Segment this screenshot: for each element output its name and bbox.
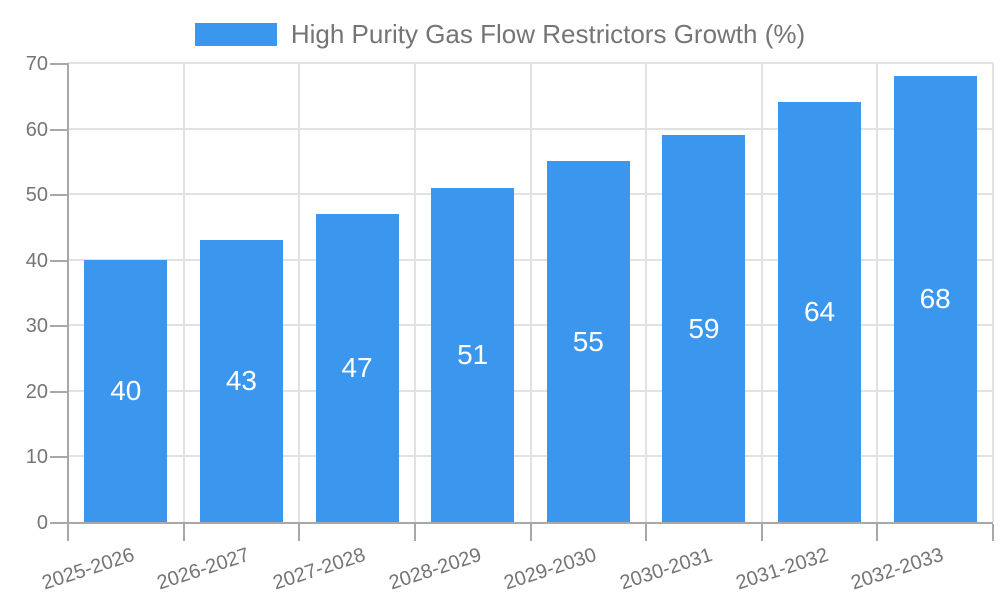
y-tick-mark — [50, 522, 67, 524]
y-tick-label: 70 — [25, 53, 48, 75]
bar-value-label: 59 — [688, 312, 720, 344]
bar-2029-2030[interactable]: 55 — [546, 161, 630, 522]
x-axis-line — [67, 522, 993, 524]
x-tick-mark — [760, 524, 763, 541]
bar-2032-2033[interactable]: 68 — [893, 76, 977, 522]
x-tick-mark — [992, 524, 994, 541]
y-tick-label: 20 — [25, 380, 48, 403]
y-tick-label: 0 — [36, 512, 48, 534]
x-tick-mark — [298, 524, 301, 541]
y-tick-mark — [50, 259, 67, 262]
gridline-vertical — [992, 63, 994, 522]
legend-swatch — [194, 22, 277, 46]
gridline-vertical — [529, 63, 532, 522]
y-tick-label: 30 — [25, 315, 48, 338]
y-tick-mark — [50, 194, 67, 197]
chart-title: High Purity Gas Flow Restrictors Growth … — [290, 18, 806, 49]
y-tick-mark — [50, 456, 67, 459]
bar-value-label: 55 — [572, 325, 604, 357]
bar-2025-2026[interactable]: 40 — [84, 259, 168, 522]
y-tick-label: 60 — [25, 118, 48, 141]
gridline-vertical — [876, 63, 879, 522]
bar-value-label: 51 — [457, 338, 489, 370]
y-axis-line — [67, 63, 69, 524]
y-tick-label: 50 — [25, 184, 48, 207]
gridline-vertical — [645, 63, 648, 522]
y-tick-mark — [50, 63, 67, 65]
bar-value-label: 47 — [341, 351, 373, 383]
bar-2026-2027[interactable]: 43 — [199, 240, 283, 522]
x-tick-mark — [67, 524, 69, 541]
legend[interactable]: High Purity Gas Flow Restrictors Growth … — [0, 18, 1000, 49]
x-tick-mark — [876, 524, 879, 541]
gridline-vertical — [182, 63, 185, 522]
bar-2031-2032[interactable]: 64 — [778, 102, 862, 522]
bar-value-label: 40 — [110, 374, 142, 406]
x-tick-mark — [413, 524, 416, 541]
x-tick-mark — [645, 524, 648, 541]
bar-2030-2031[interactable]: 59 — [662, 135, 746, 522]
y-tick-label: 10 — [25, 446, 48, 469]
plot-area: 40 43 47 51 55 59 64 68 — [68, 62, 994, 522]
y-tick-mark — [50, 128, 67, 131]
y-tick-label: 40 — [25, 249, 48, 272]
bar-2027-2028[interactable]: 47 — [315, 213, 399, 522]
bar-value-label: 68 — [919, 283, 951, 315]
bar-2028-2029[interactable]: 51 — [431, 187, 515, 522]
bar-value-label: 43 — [225, 365, 258, 396]
y-tick-mark — [50, 390, 67, 393]
x-tick-mark — [529, 524, 532, 541]
gridline-vertical — [760, 63, 763, 522]
gridline-vertical — [298, 63, 301, 522]
y-tick-mark — [50, 325, 67, 328]
x-tick-mark — [182, 524, 185, 541]
gridline-vertical — [413, 63, 416, 522]
bar-value-label: 64 — [803, 296, 836, 328]
